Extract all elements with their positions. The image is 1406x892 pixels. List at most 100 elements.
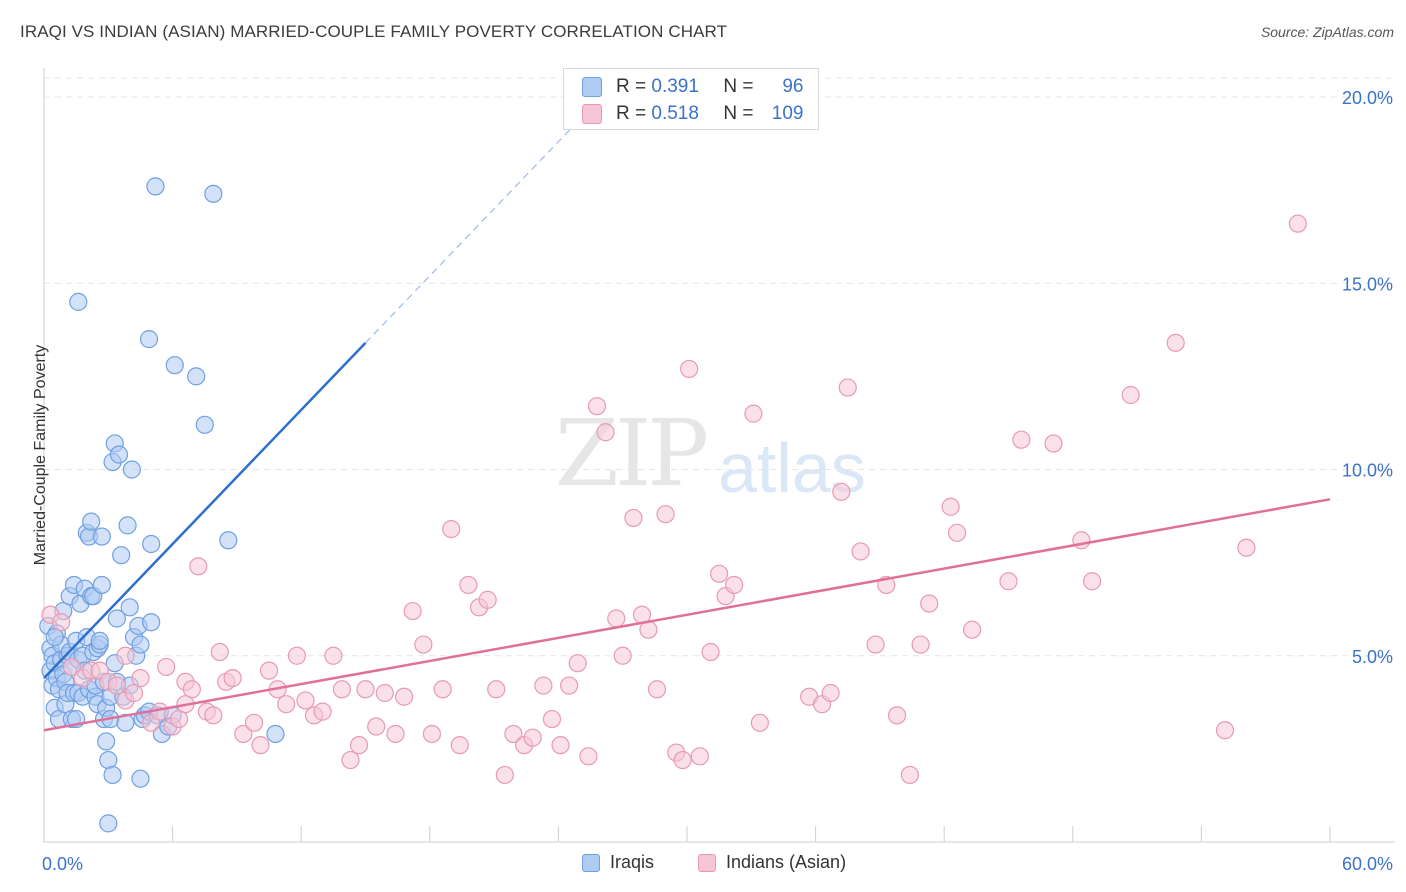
data-point-indian — [1215, 721, 1235, 740]
data-point-indian — [613, 646, 632, 665]
legend-item-indians[interactable]: Indians (Asian) — [698, 852, 846, 873]
data-point-indian — [356, 680, 375, 699]
data-point-indian — [386, 724, 405, 744]
data-point-iraqi — [109, 445, 129, 464]
data-point-iraqi — [82, 512, 101, 531]
trend-line-iraqis-extension — [365, 96, 602, 344]
data-point-iraqi — [90, 631, 109, 650]
trend-line-iraqis — [43, 341, 367, 679]
data-point-indian — [234, 724, 253, 744]
data-point-indian — [1288, 214, 1307, 233]
data-point-indian — [750, 713, 769, 732]
data-point-iraqi — [146, 177, 165, 196]
data-point-indian — [259, 661, 279, 680]
data-point-iraqi — [112, 546, 131, 565]
data-point-indian — [887, 706, 907, 725]
data-point-iraqi — [195, 415, 214, 434]
data-point-indian — [656, 505, 675, 524]
r-value-iraqis: 0.391 — [651, 76, 699, 97]
stats-legend: R = 0.391 N = 96 R = 0.518 N = 109 — [563, 68, 819, 130]
data-point-indian — [701, 642, 720, 662]
data-point-indian — [680, 359, 699, 379]
data-point-indian — [204, 706, 223, 725]
data-point-indian — [324, 646, 343, 665]
data-point-indian — [341, 750, 360, 770]
watermark-zip: ZIP — [555, 400, 709, 507]
n-label: N = — [723, 103, 754, 124]
data-point-indian — [1012, 430, 1031, 449]
data-point-indian — [941, 497, 960, 516]
data-point-indian — [866, 635, 885, 654]
data-point-indian — [1082, 572, 1102, 591]
data-point-indian — [459, 575, 478, 595]
tick-labels: 5.0% 10.0% 15.0% 20.0% 0.0% 60.0% — [42, 88, 1393, 874]
data-point-indian — [1237, 538, 1256, 557]
data-point-iraqi — [165, 356, 184, 375]
data-point-iraqi — [122, 460, 141, 479]
data-point-indian — [414, 635, 433, 654]
data-point-indian — [62, 657, 81, 677]
legend-label-indians: Indians (Asian) — [726, 852, 847, 872]
data-point-iraqi — [116, 713, 135, 732]
n-label: N = — [723, 76, 754, 97]
data-point-iraqi — [118, 516, 137, 535]
data-point-iraqi — [92, 575, 111, 595]
data-point-indian — [999, 572, 1018, 591]
data-point-indian — [542, 709, 562, 729]
data-point-indian — [296, 691, 315, 710]
data-point-iraqi — [219, 531, 238, 550]
data-point-iraqi — [142, 613, 161, 632]
data-point-indian — [442, 519, 461, 539]
data-point-indian — [433, 680, 452, 699]
legend-item-iraqis[interactable]: Iraqis — [582, 852, 654, 873]
data-point-indian — [367, 717, 386, 736]
data-point-indian — [394, 687, 414, 706]
data-point-indian — [495, 765, 514, 785]
data-point-indian — [900, 765, 920, 785]
stats-row-indians: R = 0.518 N = 109 — [582, 102, 804, 126]
data-point-iraqi — [92, 527, 111, 546]
data-point-indian — [403, 601, 422, 621]
data-point-indian — [313, 702, 332, 721]
data-point-indian — [375, 683, 394, 703]
data-point-indian — [277, 695, 296, 714]
data-point-indian — [587, 397, 607, 416]
data-point-indian — [450, 736, 469, 755]
x-tick-label: 60.0% — [1342, 854, 1393, 874]
series-indians-asian — [41, 214, 1307, 785]
bottom-legend: Iraqis Indians (Asian) — [0, 852, 1406, 876]
legend-swatch-indians — [698, 853, 716, 872]
data-point-indian — [1121, 385, 1140, 405]
data-point-indian — [287, 646, 307, 665]
chart-title: IRAQI VS INDIAN (ASIAN) MARRIED-COUPLE F… — [20, 22, 728, 41]
y-tick-label: 10.0% — [1342, 461, 1393, 481]
legend-label-iraqis: Iraqis — [610, 852, 655, 872]
n-value-iraqis: 96 — [782, 76, 804, 97]
data-point-indian — [838, 378, 857, 397]
data-point-indian — [116, 646, 135, 665]
data-point-indian — [251, 736, 270, 755]
data-point-iraqi — [97, 732, 116, 751]
data-point-indian — [673, 750, 692, 770]
data-point-iraqi — [131, 635, 150, 654]
data-point-indian — [1044, 434, 1063, 453]
data-point-indian — [596, 423, 615, 442]
data-point-indian — [244, 713, 264, 732]
data-point-indian — [832, 482, 851, 501]
data-point-iraqi — [103, 765, 122, 785]
r-value-indians: 0.518 — [651, 103, 699, 124]
stats-row-iraqis: R = 0.391 N = 96 — [582, 75, 804, 99]
data-point-indian — [107, 676, 126, 695]
data-point-indian — [523, 728, 542, 747]
y-tick-label: 20.0% — [1342, 88, 1393, 108]
legend-swatch-iraqis — [582, 853, 600, 872]
data-point-iraqi — [99, 750, 118, 770]
data-point-indian — [560, 676, 579, 695]
data-point-indian — [710, 564, 729, 583]
data-point-indian — [607, 609, 626, 628]
data-point-iraqi — [69, 292, 88, 311]
data-point-indian — [1166, 333, 1185, 352]
data-point-indian — [487, 680, 506, 699]
x-tick-label: 0.0% — [42, 854, 83, 874]
